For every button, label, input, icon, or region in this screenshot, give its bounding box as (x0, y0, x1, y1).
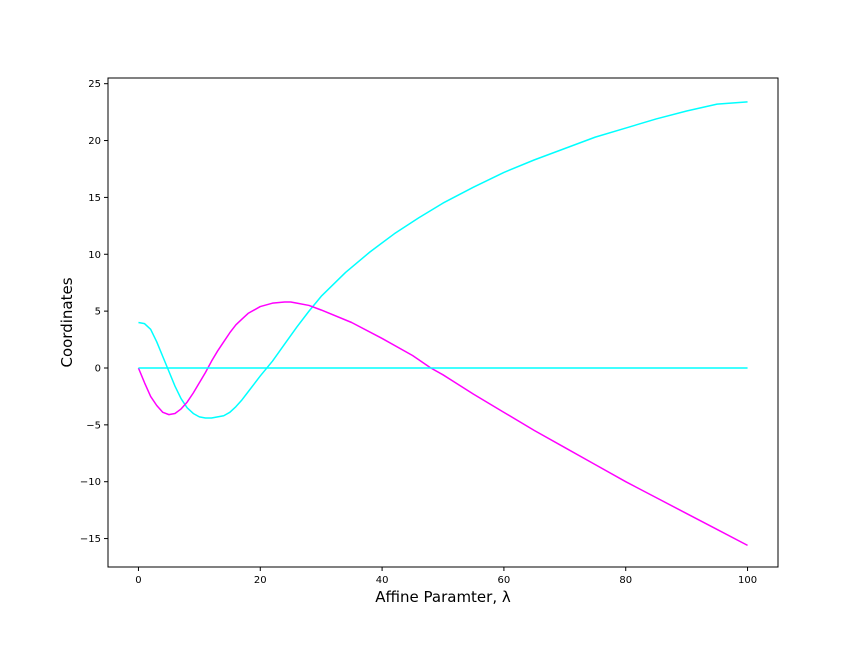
y-tick-label: 5 (95, 307, 101, 318)
y-tick-label: 0 (95, 363, 101, 374)
y-tick-label: −10 (80, 477, 101, 488)
y-tick-label: −5 (86, 420, 101, 431)
x-tick-label: 100 (738, 575, 757, 586)
y-tick-label: 25 (88, 79, 101, 90)
x-tick-label: 80 (619, 575, 632, 586)
y-tick-label: −15 (80, 534, 101, 545)
x-ticks: 0 20 40 60 80 100 (135, 567, 757, 586)
series-line-1 (138, 101, 748, 419)
plot-frame (107, 77, 779, 568)
x-tick-label: 0 (135, 575, 141, 586)
series-layer (137, 101, 748, 547)
y-axis-label: Coordinates (58, 277, 76, 367)
x-tick-label: 60 (498, 575, 511, 586)
x-axis-label: Affine Paramter, λ (375, 588, 511, 606)
y-tick-label: 20 (88, 136, 101, 147)
y-tick-label: 15 (88, 193, 101, 204)
y-tick-label: 10 (88, 250, 101, 261)
x-tick-label: 40 (376, 575, 389, 586)
series-line-2 (137, 301, 748, 547)
x-tick-label: 20 (254, 575, 267, 586)
y-ticks: −15 −10 −5 0 5 10 15 20 25 (80, 79, 108, 545)
